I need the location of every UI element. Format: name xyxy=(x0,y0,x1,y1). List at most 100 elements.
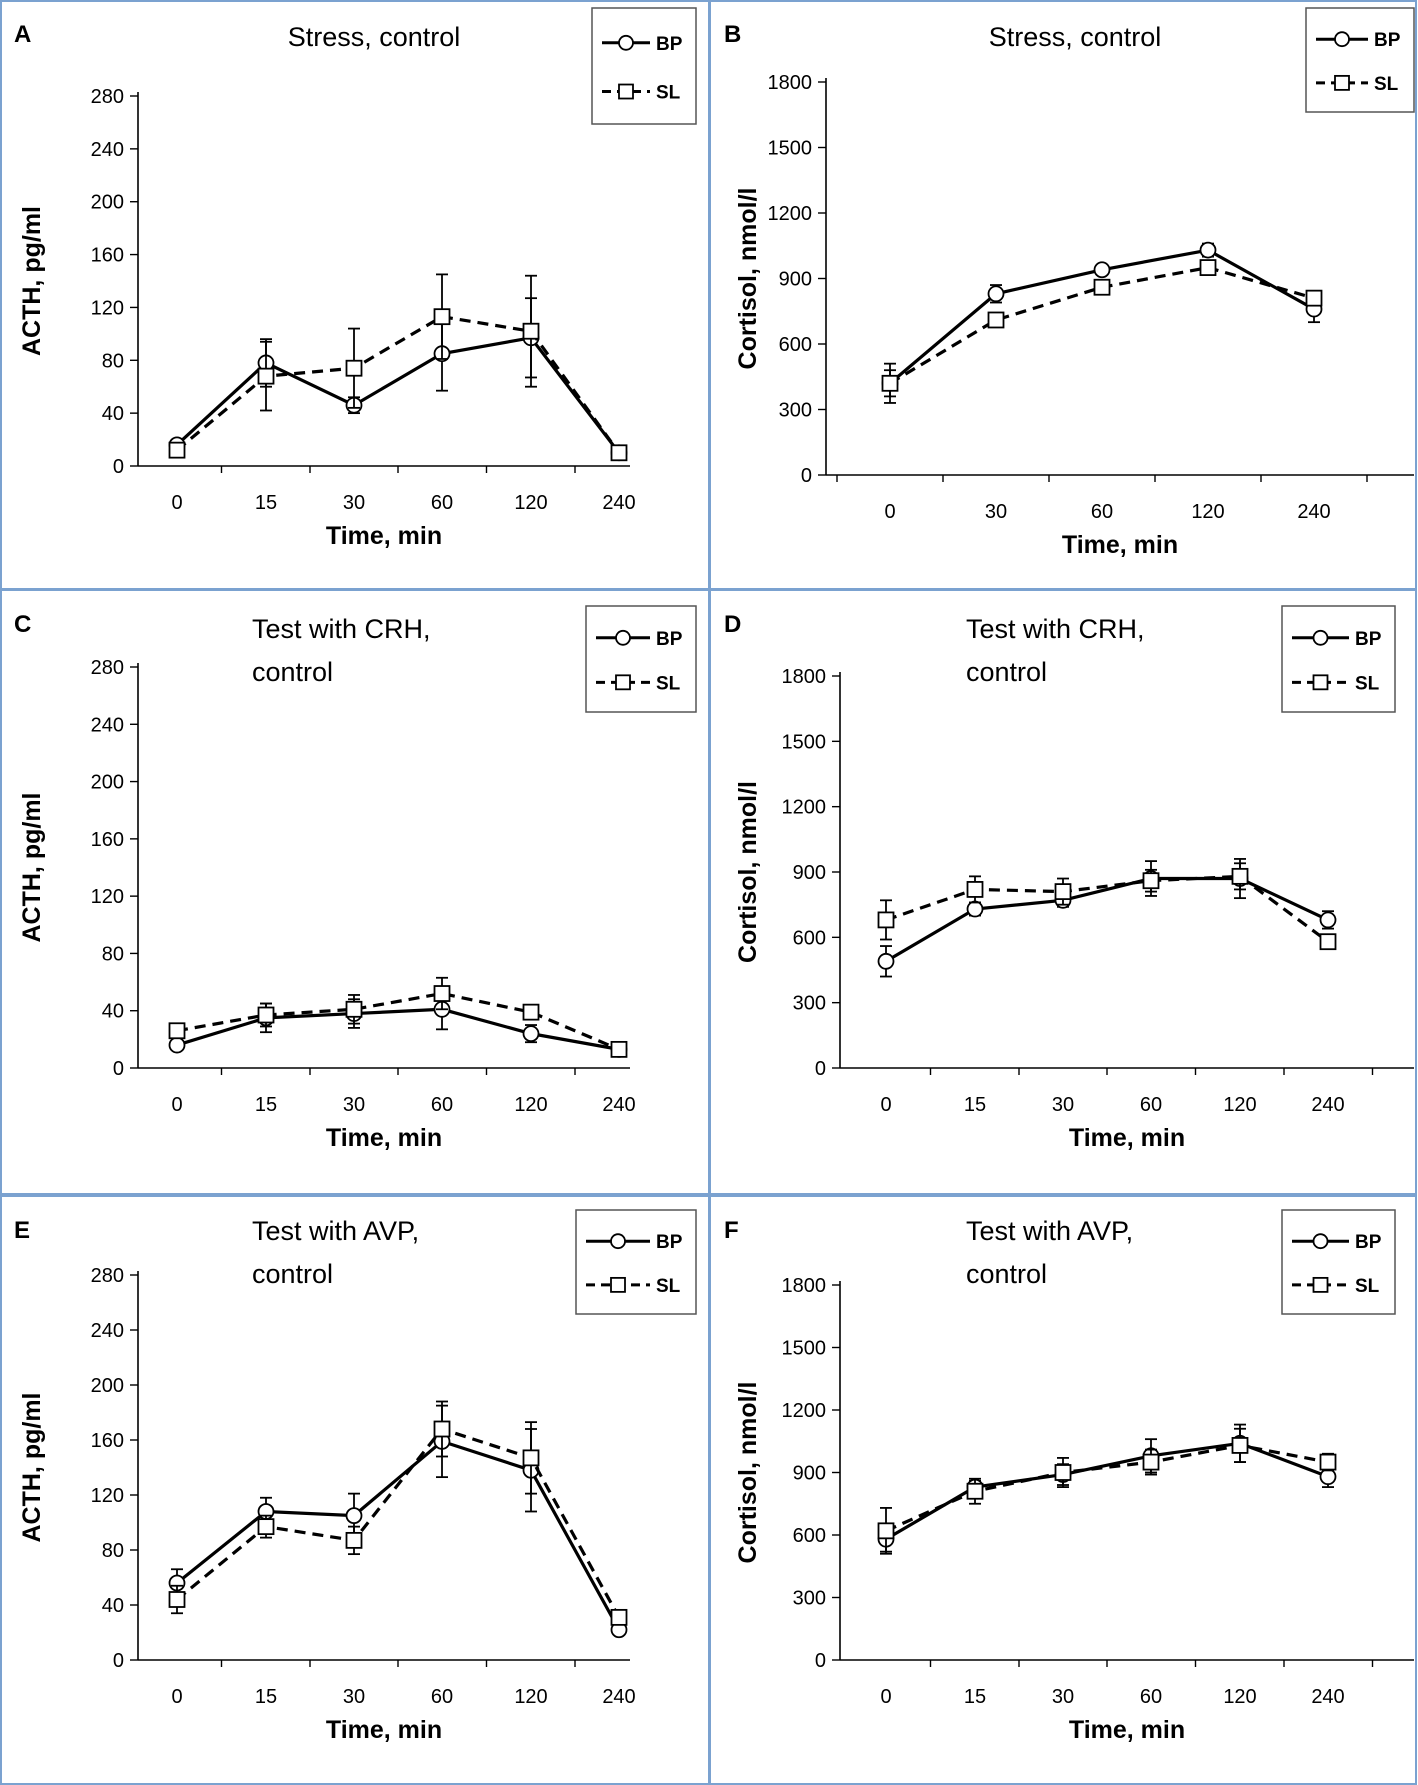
x-tick-label: 120 xyxy=(1191,501,1224,523)
data-point xyxy=(522,1003,540,1021)
legend: BP SL xyxy=(1305,7,1415,113)
data-point xyxy=(433,1420,451,1438)
data-point xyxy=(345,1507,363,1525)
x-tick-label: 30 xyxy=(343,1686,365,1708)
data-point xyxy=(1142,872,1160,890)
x-tick-label: 60 xyxy=(1140,1686,1162,1708)
legend-label: BP xyxy=(656,629,683,650)
data-point xyxy=(966,1482,984,1500)
series-bp xyxy=(877,1423,1337,1553)
y-tick-label: 40 xyxy=(102,403,124,425)
panel-b: B Stress, control 0 300 600 900 1200 1500 1800 0 3… xyxy=(724,7,1415,559)
y-tick-label: 600 xyxy=(793,1525,826,1547)
data-point xyxy=(610,1040,628,1058)
y-tick-label: 200 xyxy=(91,192,124,214)
legend-label: SL xyxy=(656,1276,681,1297)
y-tick-label: 1500 xyxy=(768,138,813,160)
series-bp xyxy=(881,241,1323,404)
x-tick-label: 30 xyxy=(1052,1094,1074,1116)
x-tick-label: 0 xyxy=(171,1094,182,1116)
y-tick-label: 1800 xyxy=(768,72,813,94)
y-tick-label: 1200 xyxy=(782,797,827,819)
x-tick-label: 30 xyxy=(985,501,1007,523)
x-tick-label: 0 xyxy=(880,1686,891,1708)
x-tick-label: 60 xyxy=(431,492,453,514)
data-point xyxy=(522,1025,540,1043)
legend: BP SL xyxy=(585,605,697,713)
y-tick-label: 300 xyxy=(779,400,812,422)
x-tick-label: 60 xyxy=(1140,1094,1162,1116)
y-tick-label: 160 xyxy=(91,829,124,851)
panel-letter: F xyxy=(724,1217,739,1244)
legend: BP SL xyxy=(1281,605,1396,713)
series-line xyxy=(885,1443,1329,1533)
y-tick-label: 280 xyxy=(91,657,124,679)
y-tick-label: 900 xyxy=(793,862,826,884)
x-axis-title: Time, min xyxy=(326,522,442,550)
data-point xyxy=(966,900,984,918)
x-axis-title: Time, min xyxy=(326,1716,442,1744)
data-point xyxy=(1319,1468,1337,1486)
series-bp xyxy=(877,858,1337,978)
legend-marker xyxy=(618,34,634,51)
data-point xyxy=(877,1522,895,1540)
y-tick-label: 40 xyxy=(102,1595,124,1617)
panel-frame-f xyxy=(709,1195,1417,1785)
legend: BP SL xyxy=(575,1209,697,1315)
y-tick-label: 0 xyxy=(113,1058,124,1080)
y-tick-label: 1500 xyxy=(782,1338,827,1360)
y-tick-label: 1800 xyxy=(782,1275,827,1297)
series-line xyxy=(176,991,620,1051)
data-point xyxy=(1054,883,1072,900)
legend-marker xyxy=(1312,1276,1329,1293)
x-tick-label: 240 xyxy=(1311,1094,1344,1116)
legend-box xyxy=(1281,605,1396,713)
legend-marker xyxy=(1312,674,1329,691)
y-tick-label: 0 xyxy=(113,456,124,478)
series-line xyxy=(885,874,1329,943)
legend-label: BP xyxy=(656,1232,683,1253)
panel-d: D Test with CRH,control030060090012001500… xyxy=(724,605,1414,1152)
chart-title-line: Stress, control xyxy=(989,22,1162,52)
x-tick-label: 120 xyxy=(514,1094,547,1116)
x-tick-label: 0 xyxy=(884,501,895,523)
data-point xyxy=(881,374,899,392)
data-point xyxy=(345,1531,363,1549)
y-tick-label: 0 xyxy=(815,1058,826,1080)
chart-title-line: Test with AVP, xyxy=(252,1216,419,1246)
data-point xyxy=(345,359,363,377)
legend-marker xyxy=(610,1233,626,1250)
legend-label: SL xyxy=(1374,74,1399,95)
y-tick-label: 280 xyxy=(91,1265,124,1287)
panel-letter: E xyxy=(14,1217,30,1244)
legend-box xyxy=(1305,7,1415,113)
y-tick-label: 80 xyxy=(102,943,124,965)
x-tick-label: 15 xyxy=(255,1094,277,1116)
data-point xyxy=(168,1036,186,1054)
y-axis-title: ACTH, pg/ml xyxy=(18,793,46,943)
legend-marker xyxy=(1312,629,1329,646)
x-tick-label: 15 xyxy=(964,1686,986,1708)
y-tick-label: 80 xyxy=(102,1540,124,1562)
chart-title-line: control xyxy=(252,657,333,687)
x-axis-title: Time, min xyxy=(326,1124,442,1152)
data-point xyxy=(257,1518,275,1536)
y-tick-label: 200 xyxy=(91,772,124,794)
data-point xyxy=(1093,278,1111,296)
series-line xyxy=(175,1427,621,1619)
x-tick-label: 240 xyxy=(602,1686,635,1708)
chart-title: Test with AVP, control xyxy=(966,1216,1133,1289)
chart-title-line: Test with AVP, xyxy=(966,1216,1133,1246)
data-point xyxy=(433,985,451,1002)
x-tick-label: 240 xyxy=(602,492,635,514)
chart-title: Test with AVP, control xyxy=(252,1216,419,1289)
series-line xyxy=(885,876,1329,963)
x-tick-label: 0 xyxy=(880,1094,891,1116)
legend-label: BP xyxy=(656,34,683,55)
data-point xyxy=(345,1000,363,1018)
y-axis-title: Cortisol, nmol/l xyxy=(734,781,762,963)
chart-title: Test with CRH, control xyxy=(966,614,1145,687)
y-tick-label: 600 xyxy=(779,334,812,356)
